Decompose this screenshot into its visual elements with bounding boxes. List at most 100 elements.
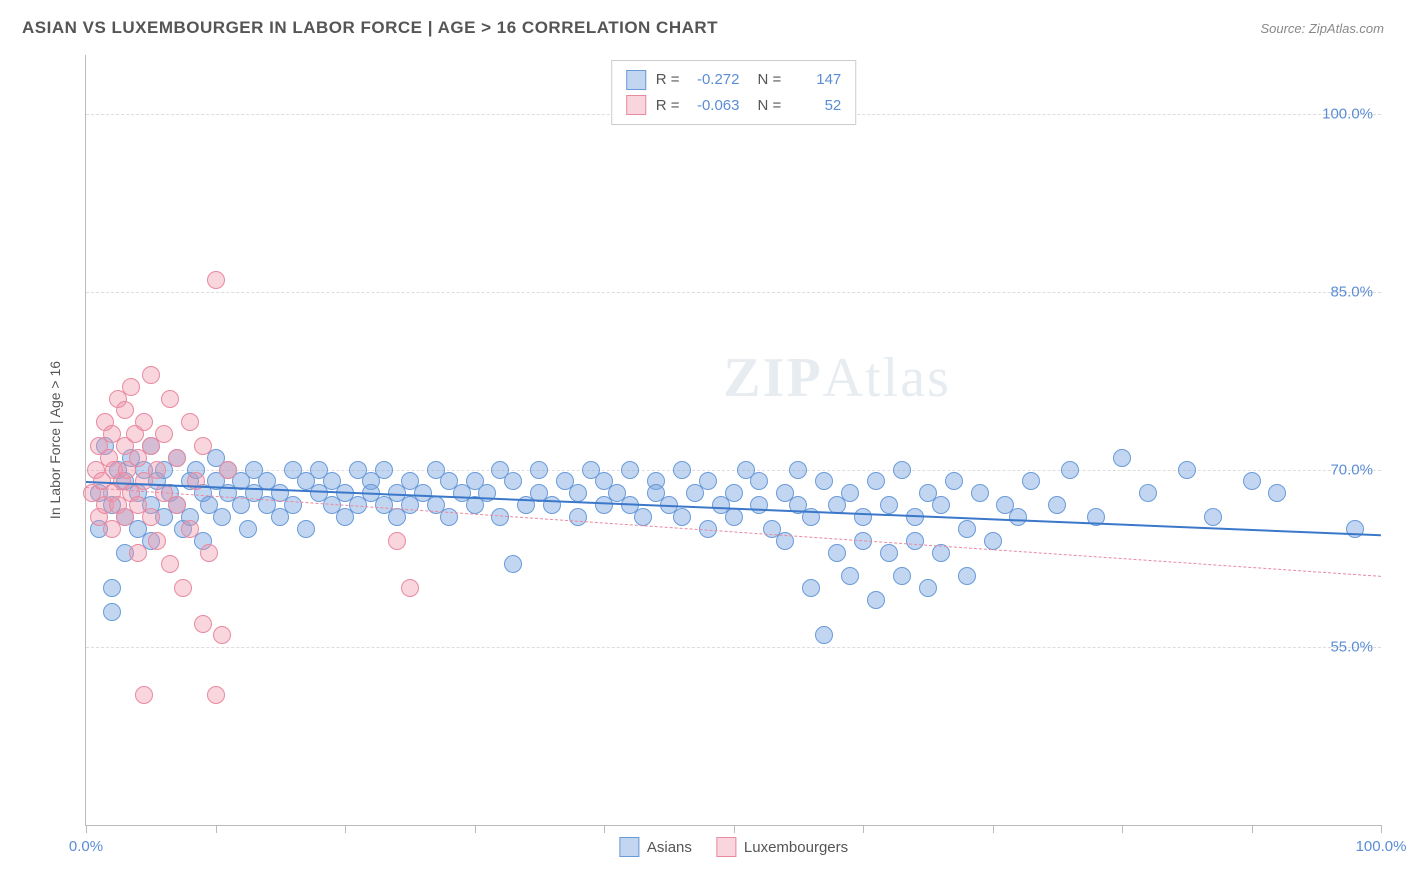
legend-row-luxembourgers: R = -0.063 N = 52 [626, 93, 842, 119]
data-point [1048, 496, 1066, 514]
data-point [142, 366, 160, 384]
data-point [725, 484, 743, 502]
data-point [161, 390, 179, 408]
correlation-legend: R = -0.272 N = 147 R = -0.063 N = 52 [611, 60, 857, 125]
data-point [880, 544, 898, 562]
data-point [401, 579, 419, 597]
data-point [239, 520, 257, 538]
data-point [1009, 508, 1027, 526]
y-tick-label: 70.0% [1330, 461, 1373, 478]
swatch-asians-icon [619, 837, 639, 857]
data-point [673, 508, 691, 526]
data-point [893, 567, 911, 585]
data-point [569, 484, 587, 502]
data-point [161, 555, 179, 573]
data-point [958, 567, 976, 585]
x-tick [345, 825, 346, 833]
data-point [1243, 472, 1261, 490]
data-point [219, 461, 237, 479]
data-point [530, 461, 548, 479]
chart-title: ASIAN VS LUXEMBOURGER IN LABOR FORCE | A… [22, 18, 718, 38]
data-point [945, 472, 963, 490]
data-point [1268, 484, 1286, 502]
chart-source: Source: ZipAtlas.com [1260, 21, 1384, 36]
data-point [984, 532, 1002, 550]
data-point [893, 461, 911, 479]
data-point [504, 472, 522, 490]
data-point [297, 520, 315, 538]
data-point [1204, 508, 1222, 526]
data-point [621, 461, 639, 479]
data-point [135, 686, 153, 704]
data-point [142, 508, 160, 526]
swatch-lux-icon [716, 837, 736, 857]
data-point [1061, 461, 1079, 479]
data-point [194, 437, 212, 455]
x-tick [604, 825, 605, 833]
data-point [122, 378, 140, 396]
legend-row-asians: R = -0.272 N = 147 [626, 67, 842, 93]
data-point [932, 496, 950, 514]
data-point [148, 532, 166, 550]
data-point [815, 626, 833, 644]
data-point [213, 508, 231, 526]
data-point [1139, 484, 1157, 502]
data-point [750, 472, 768, 490]
data-point [841, 567, 859, 585]
data-point [815, 472, 833, 490]
data-point [207, 271, 225, 289]
data-point [1022, 472, 1040, 490]
x-tick [863, 825, 864, 833]
x-tick [216, 825, 217, 833]
x-tick [993, 825, 994, 833]
x-tick-label: 0.0% [69, 838, 103, 855]
swatch-asians [626, 70, 646, 90]
x-tick [1381, 825, 1382, 833]
data-point [129, 544, 147, 562]
data-point [750, 496, 768, 514]
data-point [867, 472, 885, 490]
data-point [168, 449, 186, 467]
data-point [148, 461, 166, 479]
x-tick [86, 825, 87, 833]
data-point [207, 686, 225, 704]
data-point [103, 579, 121, 597]
data-point [854, 508, 872, 526]
data-point [919, 579, 937, 597]
y-axis-label: In Labor Force | Age > 16 [47, 361, 63, 519]
data-point [388, 532, 406, 550]
data-point [103, 603, 121, 621]
data-point [375, 461, 393, 479]
data-point [491, 508, 509, 526]
scatter-plot-area: ZIPAtlas R = -0.272 N = 147 R = -0.063 N… [85, 55, 1381, 826]
x-tick [475, 825, 476, 833]
data-point [971, 484, 989, 502]
legend-item-asians: Asians [619, 837, 692, 857]
data-point [867, 591, 885, 609]
legend-item-luxembourgers: Luxembourgers [716, 837, 848, 857]
series-legend: Asians Luxembourgers [619, 837, 848, 857]
x-tick [734, 825, 735, 833]
data-point [543, 496, 561, 514]
data-point [155, 425, 173, 443]
data-point [174, 579, 192, 597]
data-point [1113, 449, 1131, 467]
gridline [86, 647, 1381, 648]
x-tick-label: 100.0% [1356, 838, 1406, 855]
data-point [673, 461, 691, 479]
data-point [802, 579, 820, 597]
watermark: ZIPAtlas [723, 346, 951, 410]
data-point [958, 520, 976, 538]
data-point [194, 615, 212, 633]
data-point [213, 626, 231, 644]
data-point [789, 461, 807, 479]
data-point [135, 413, 153, 431]
data-point [168, 496, 186, 514]
data-point [699, 472, 717, 490]
gridline [86, 292, 1381, 293]
data-point [181, 413, 199, 431]
data-point [181, 520, 199, 538]
data-point [116, 401, 134, 419]
data-point [1178, 461, 1196, 479]
y-tick-label: 55.0% [1330, 639, 1373, 656]
